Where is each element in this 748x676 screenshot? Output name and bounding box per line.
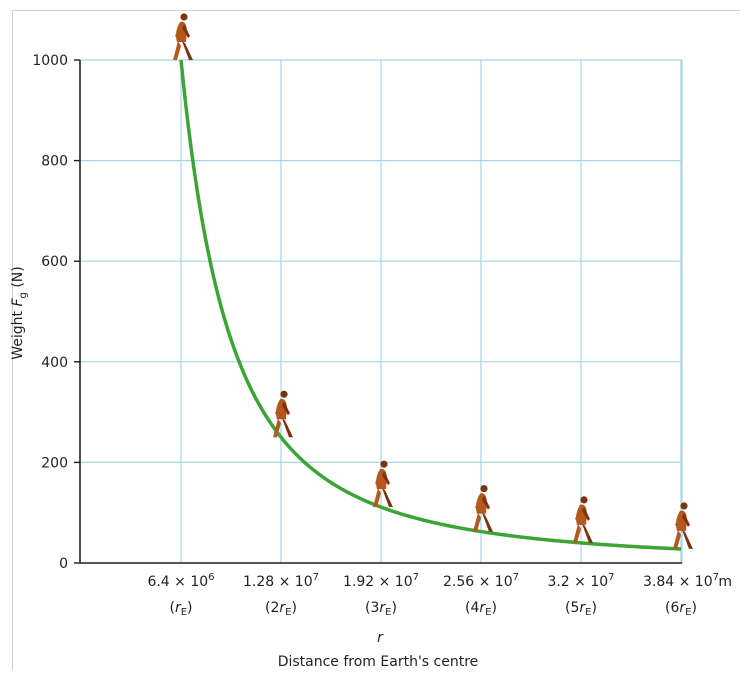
x-tick-label: 6.4 × 106 — [147, 572, 214, 590]
x-tick-label: 2.56 × 107 — [443, 572, 519, 590]
y-tick-label: 1000 — [32, 53, 68, 69]
axes — [79, 60, 682, 564]
y-tick-label: 0 — [59, 556, 68, 572]
y-axis-label: Weight Fg (N) — [10, 266, 29, 360]
x-axis-symbol: r — [377, 630, 384, 646]
walking-figures — [173, 13, 693, 549]
x-axis-unit: m — [718, 574, 732, 590]
walking-person-icon — [473, 484, 493, 532]
x-tick-label: 1.92 × 107 — [343, 572, 419, 590]
chart-frame — [12, 10, 740, 670]
walking-person-icon — [273, 390, 293, 438]
walking-person-icon — [373, 460, 393, 508]
x-tick-label: 3.84 × 107 — [643, 572, 719, 590]
x-tick-sublabel: (5rE) — [565, 600, 597, 618]
walking-person-icon — [673, 502, 693, 549]
x-tick-sublabel: (rE) — [169, 600, 192, 618]
x-tick-sublabel: (4rE) — [465, 600, 497, 618]
y-tick-label: 800 — [41, 154, 68, 170]
x-tick-sublabel: (6rE) — [665, 600, 697, 618]
walking-person-icon — [173, 13, 193, 60]
x-tick-label: 1.28 × 107 — [243, 572, 319, 590]
y-tick-labels: 0 200 400 600 800 1000 — [32, 53, 80, 572]
x-tick-sublabel: (2rE) — [265, 600, 297, 618]
x-tick-labels: 6.4 × 106 (rE) 1.28 × 107 (2rE) 1.92 × 107 (3… — [147, 572, 719, 618]
x-tick-sublabel: (3rE) — [365, 600, 397, 618]
y-tick-label: 600 — [41, 254, 68, 270]
weight-curve — [179, 59, 682, 551]
y-tick-label: 200 — [41, 455, 68, 471]
y-tick-label: 400 — [41, 355, 68, 371]
x-axis-label: Distance from Earth's centre — [278, 654, 479, 670]
x-tick-label: 3.2 × 107 — [547, 572, 614, 590]
walking-person-icon — [573, 496, 593, 543]
